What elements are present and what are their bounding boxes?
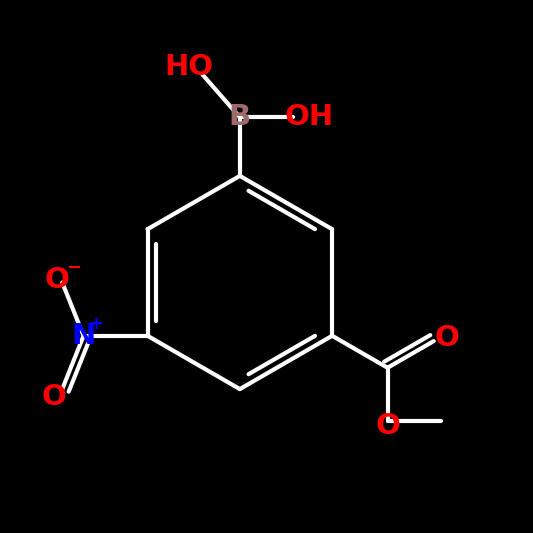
Text: +: + xyxy=(88,315,103,333)
Text: OH: OH xyxy=(285,103,334,131)
Text: O: O xyxy=(375,413,400,440)
Text: HO: HO xyxy=(165,53,214,80)
Text: O: O xyxy=(44,266,69,294)
Text: N: N xyxy=(71,322,96,350)
Text: O: O xyxy=(434,325,459,352)
Text: B: B xyxy=(229,103,251,131)
Text: O: O xyxy=(42,383,67,411)
Text: −: − xyxy=(67,259,82,277)
